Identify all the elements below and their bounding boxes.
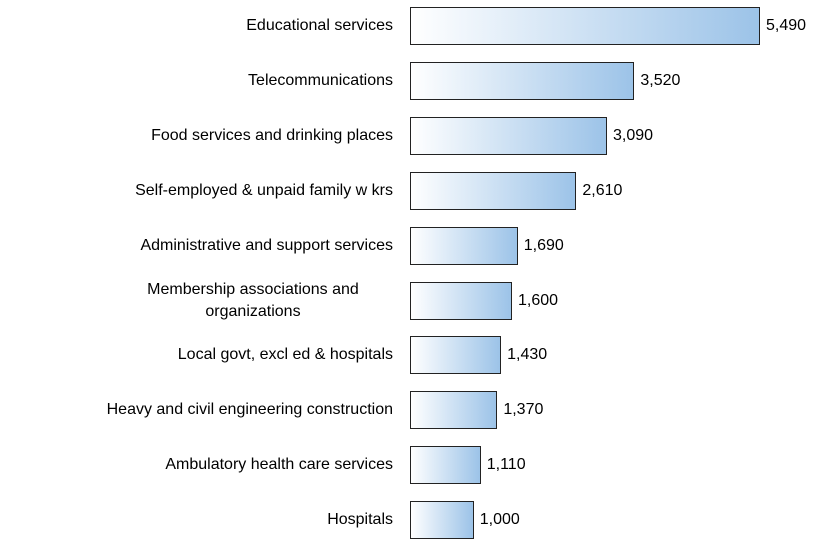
- value-label: 1,430: [507, 346, 548, 364]
- value-label: 2,610: [582, 181, 623, 199]
- bar: [410, 446, 481, 485]
- category-label: Administrative and support services: [140, 221, 393, 271]
- bar: [410, 226, 518, 265]
- category-text: Ambulatory health care services: [165, 456, 393, 474]
- category-text: Educational services: [246, 17, 393, 34]
- value-label: 1,690: [523, 236, 564, 254]
- value-label: 1,370: [503, 401, 544, 419]
- category-label: Local govt, excl ed & hospitals: [178, 330, 393, 380]
- category-label: Telecommunications: [248, 56, 393, 106]
- category-text: Food services and drinking places: [151, 126, 393, 144]
- category-label: Ambulatory health care services: [165, 440, 393, 490]
- value-label: 1,000: [479, 511, 520, 529]
- value-label: 3,520: [640, 71, 681, 89]
- category-text: Heavy and civil engineering construction: [106, 401, 393, 419]
- value-label: 1,110: [486, 456, 526, 474]
- category-label: Heavy and civil engineering construction: [107, 385, 393, 435]
- chart: Educational services 5,490 Telecommunicati…: [107, 1, 807, 540]
- category-label: Self-employed & unpaid family w krs: [135, 166, 393, 216]
- bar: [410, 61, 635, 100]
- category-text: Telecommunications: [248, 71, 393, 89]
- category-label: Membership associations and organization…: [113, 276, 393, 326]
- bar: [410, 336, 502, 375]
- category-label: Hospitals: [327, 495, 393, 545]
- bar: [410, 116, 607, 155]
- category-text: Hospitals: [327, 511, 393, 529]
- bar: [410, 391, 498, 430]
- bar: [410, 171, 577, 210]
- category-text: Local govt, excl ed & hospitals: [177, 346, 393, 364]
- value-label: 1,600: [518, 291, 559, 309]
- value-label: 5,490: [766, 17, 807, 34]
- category-text: Self-employed & unpaid family w krs: [135, 181, 393, 199]
- value-label: 3,090: [612, 126, 654, 144]
- category-text: Membership associations and organization…: [147, 280, 359, 320]
- bar: [410, 7, 760, 45]
- category-label: Food services and drinking places: [151, 111, 393, 161]
- category-text: Administrative and support services: [140, 236, 393, 254]
- bar: [410, 281, 512, 320]
- bar: [410, 501, 474, 540]
- category-label: Educational services: [246, 1, 393, 51]
